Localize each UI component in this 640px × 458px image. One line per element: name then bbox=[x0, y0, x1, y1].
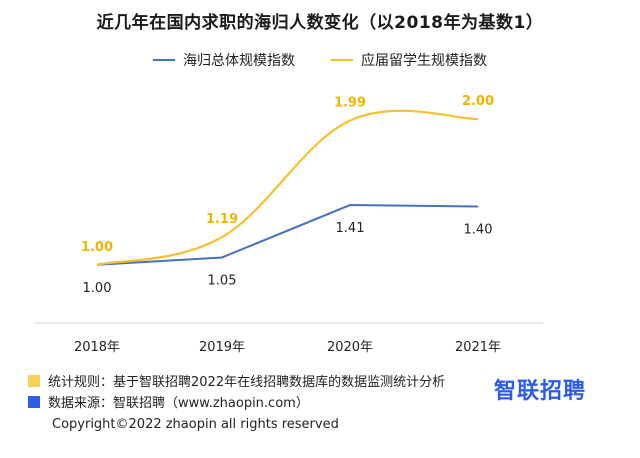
note-source-marker bbox=[28, 395, 40, 408]
x-tick-label: 2019年 bbox=[199, 340, 245, 355]
note-rule-text: 统计规则：基于智联招聘2022年在线招聘数据库的数据监测统计分析 bbox=[48, 375, 446, 390]
zhaopin-logo: 智联招聘 bbox=[494, 379, 587, 404]
legend-label-overall: 海归总体规模指数 bbox=[183, 53, 295, 69]
legend-swatch-overall bbox=[153, 59, 175, 61]
legend-item-overall: 海归总体规模指数 bbox=[153, 50, 295, 70]
note-source: 数据来源：智联招聘（www.zhaopin.com） bbox=[28, 391, 445, 412]
note-rule-marker bbox=[28, 374, 40, 387]
chart-title: 近几年在国内求职的海归人数变化（以2018年为基数1） bbox=[96, 13, 544, 33]
x-tick-label: 2021年 bbox=[455, 340, 501, 355]
series-line-overall bbox=[96, 204, 479, 266]
notes-block: 统计规则：基于智联招聘2022年在线招聘数据库的数据监测统计分析 数据来源：智联… bbox=[28, 370, 445, 412]
data-label-overall: 1.41 bbox=[336, 221, 365, 236]
note-source-text: 数据来源：智联招聘（www.zhaopin.com） bbox=[48, 396, 309, 411]
data-label-overall: 1.05 bbox=[208, 273, 237, 288]
legend-swatch-graduates bbox=[331, 59, 353, 61]
legend-label-graduates: 应届留学生规模指数 bbox=[361, 53, 487, 69]
data-label-graduates: 1.99 bbox=[334, 96, 366, 111]
data-label-graduates: 2.00 bbox=[462, 94, 494, 109]
data-label-overall: 1.00 bbox=[83, 281, 112, 296]
copyright-text: Copyright©2022 zhaopin all rights reserv… bbox=[52, 417, 339, 432]
x-tick-label: 2020年 bbox=[327, 340, 373, 355]
data-label-graduates: 1.19 bbox=[206, 212, 238, 227]
line-chart: 2018年 2019年 2020年 2021年 1.00 1.05 1.41 1.40 1.00… bbox=[35, 94, 543, 355]
legend-item-graduates: 应届留学生规模指数 bbox=[331, 50, 487, 70]
x-tick-label: 2018年 bbox=[74, 340, 120, 355]
chart-legend: 海归总体规模指数 应届留学生规模指数 bbox=[0, 50, 640, 70]
data-label-graduates: 1.00 bbox=[81, 240, 113, 255]
note-rule: 统计规则：基于智联招聘2022年在线招聘数据库的数据监测统计分析 bbox=[28, 370, 445, 391]
data-label-overall: 1.40 bbox=[464, 223, 493, 238]
series-line-graduates bbox=[96, 109, 479, 266]
